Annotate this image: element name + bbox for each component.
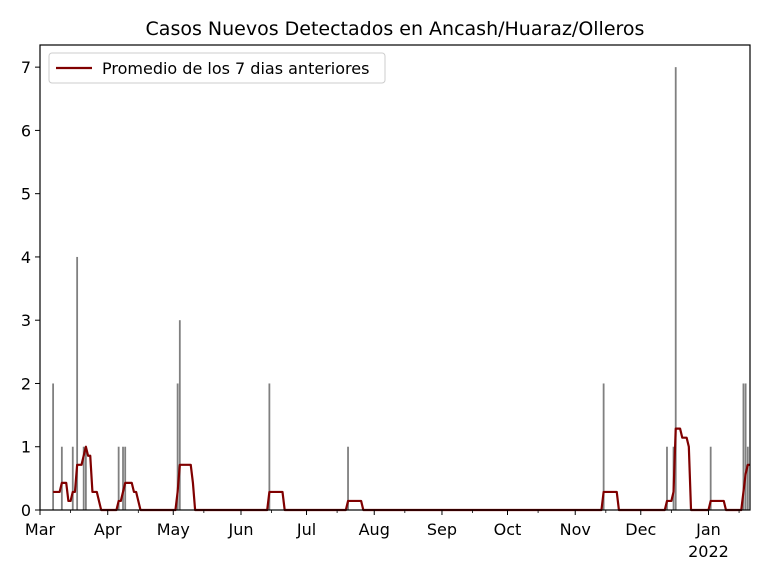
legend-box [48,52,386,84]
x-tick-label: Aug [359,520,390,539]
bar [71,446,74,510]
x-tick-label: May [157,520,190,539]
y-tick-label: 7 [21,58,31,77]
y-tick-label: 1 [21,438,31,457]
bar [76,256,79,510]
x-tick-label: Dec [625,520,656,539]
x-tick-label: Apr [94,520,122,539]
x-tick-label: Nov [560,520,591,539]
bar [176,383,179,510]
legend-label: Promedio de los 7 dias anteriores [102,59,369,78]
x-tick-label: Jun [227,520,253,539]
bar [60,446,63,510]
bar [84,446,87,510]
bar [122,446,124,510]
bar [709,446,712,510]
bar [744,383,747,510]
bar [746,446,749,510]
bar [666,446,668,510]
y-tick-label: 6 [21,121,31,140]
bar [268,383,271,510]
bar [674,67,677,510]
x-tick-label: Oct [494,520,522,539]
x-tick-label: Sep [427,520,457,539]
bar [602,383,605,510]
x-tick-label: Jan [695,520,721,539]
bar [347,446,349,510]
bar [178,320,181,510]
y-tick-label: 2 [21,374,31,393]
y-tick-label: 5 [21,185,31,204]
chart-title: Casos Nuevos Detectados en Ancash/Huaraz… [146,18,645,40]
x-tick-label: Jul [296,520,316,539]
bar [117,446,120,510]
plot-frame [39,44,751,511]
y-tick-label: 0 [21,501,31,520]
bar [742,383,745,510]
bar [124,446,127,510]
x-tick-sublabel: 2022 [688,542,729,561]
y-tick-label: 3 [21,311,31,330]
bar [82,446,85,510]
x-axis: Mar Apr May Jun Jul Aug Sep Oct Nov Dec Jan 2022 [25,510,740,561]
legend: Promedio de los 7 dias anteriores [48,52,386,84]
y-axis: 0 1 2 3 4 5 6 7 [21,58,40,520]
x-tick-label: Mar [25,520,56,539]
bar [52,383,55,510]
y-tick-label: 4 [21,248,31,267]
